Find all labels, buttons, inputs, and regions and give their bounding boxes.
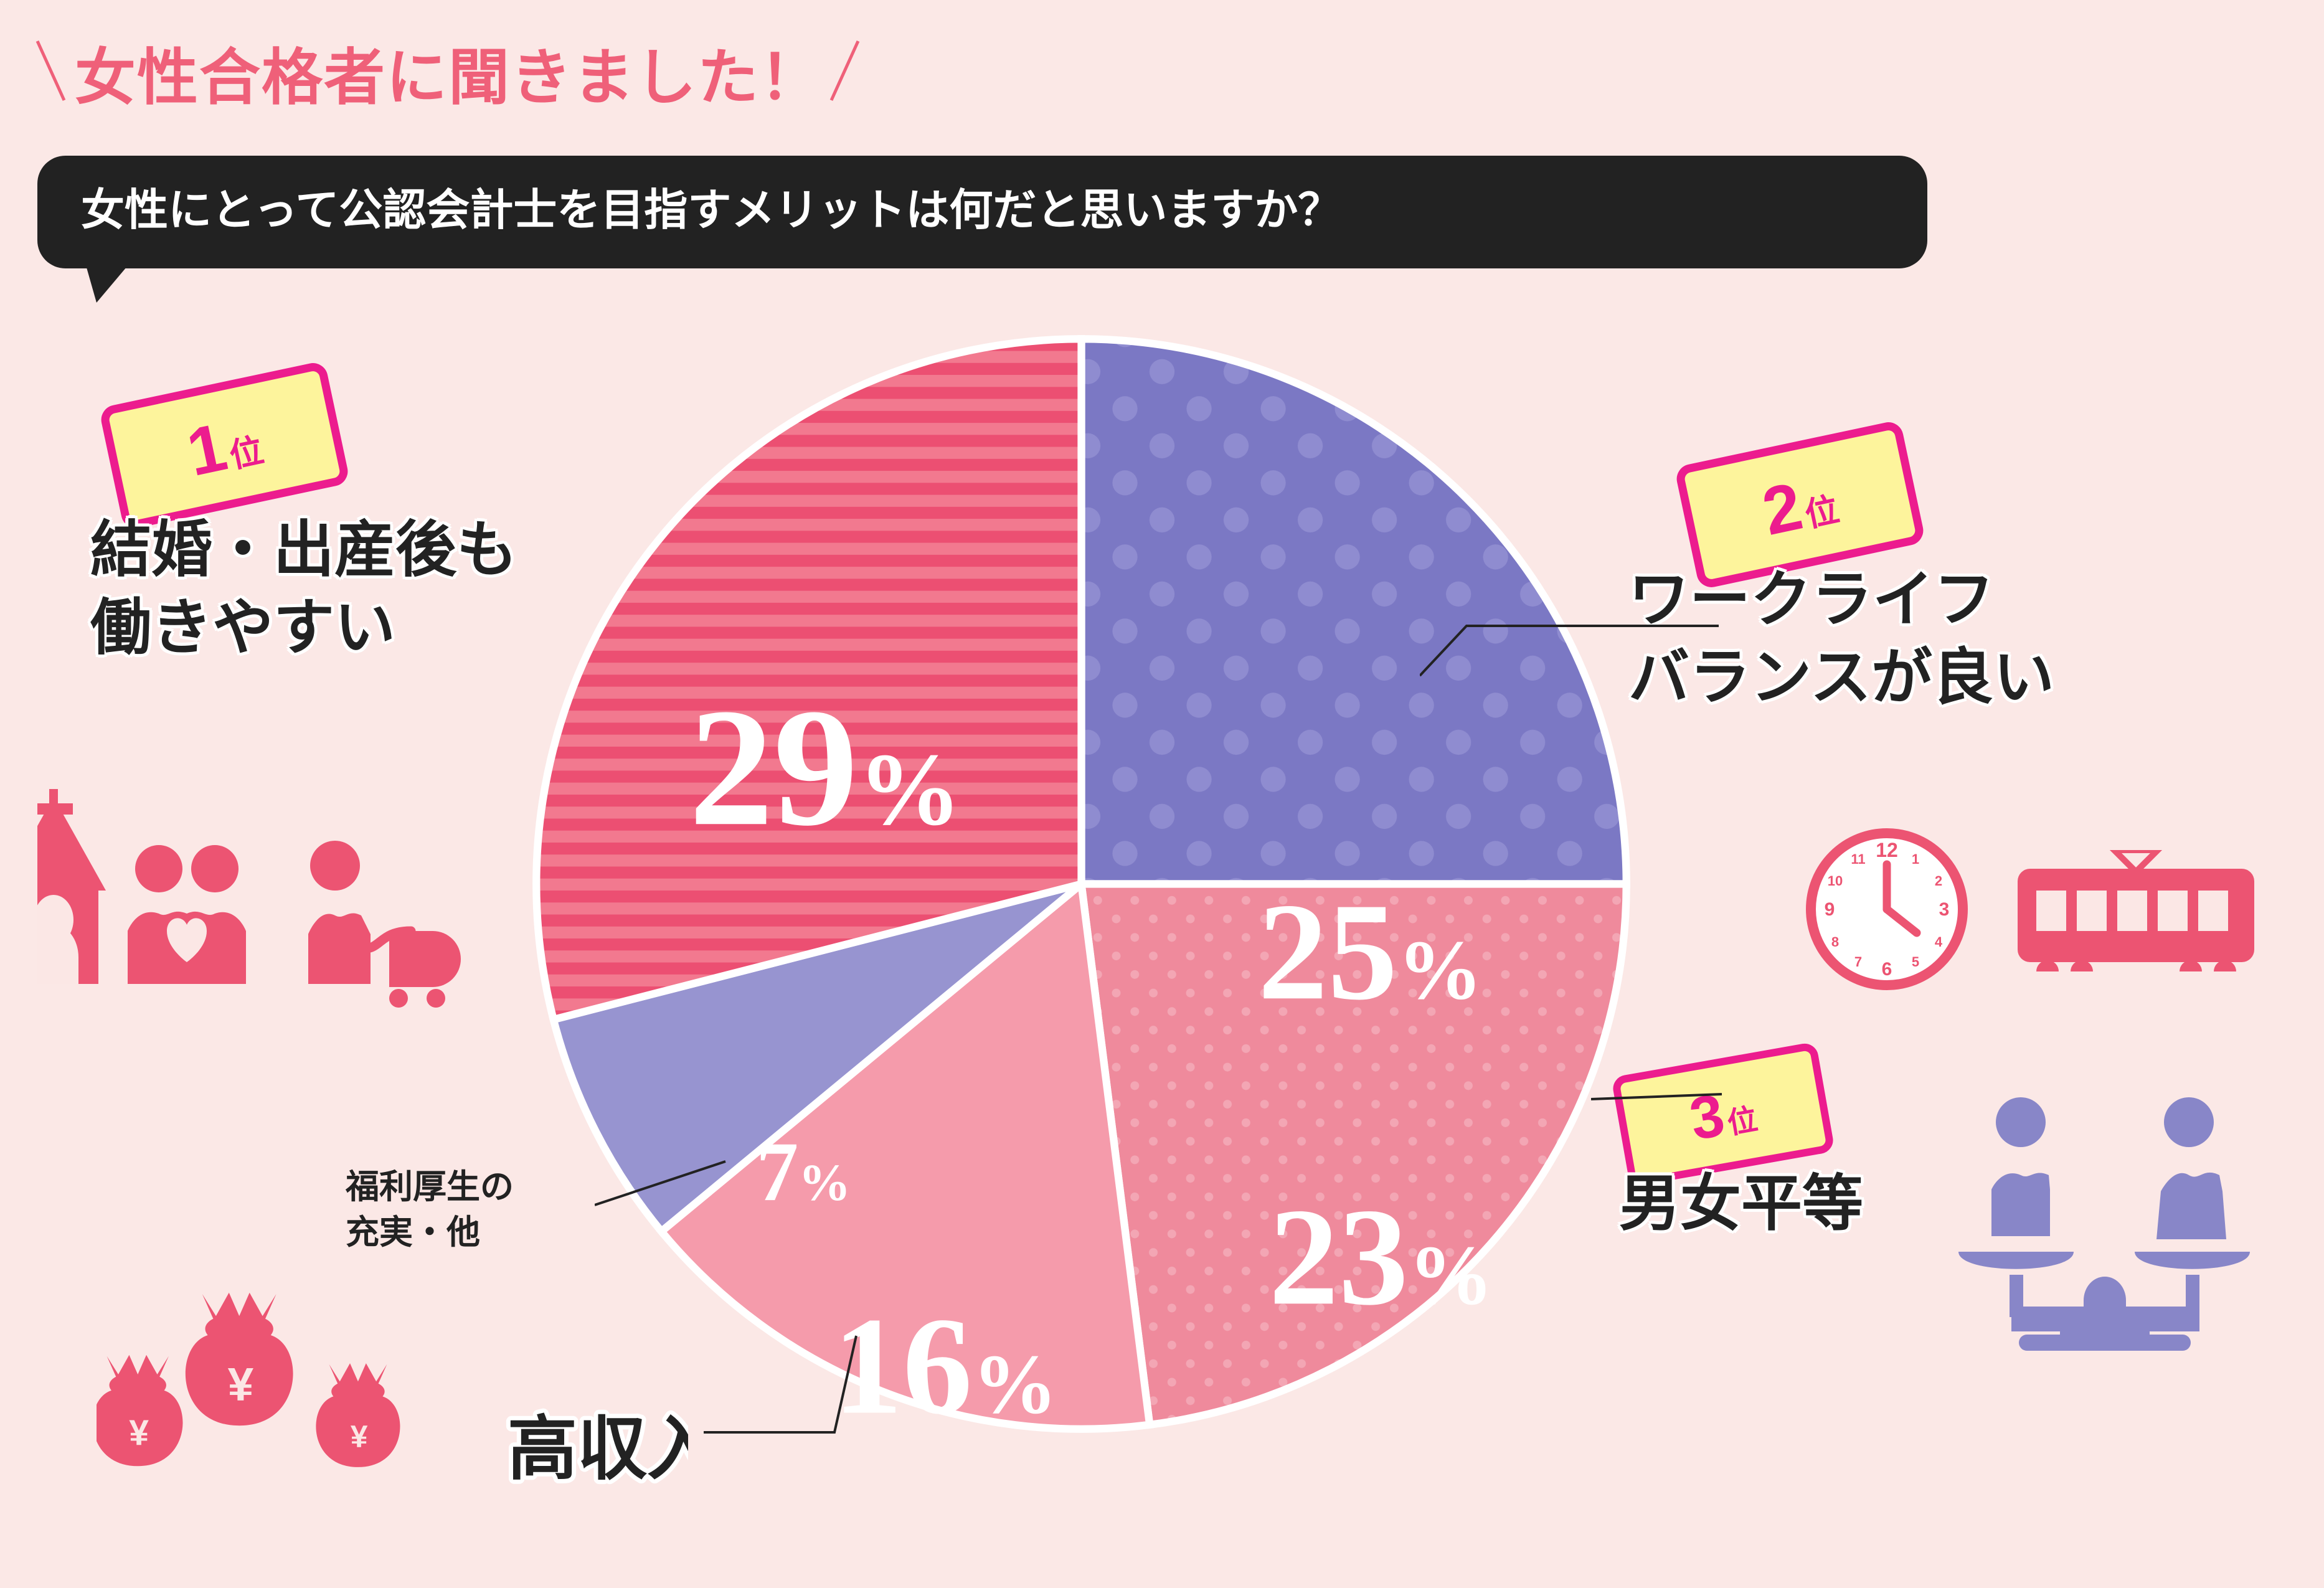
svg-text:¥: ¥ [351, 1419, 368, 1454]
svg-text:1: 1 [1912, 851, 1919, 867]
svg-text:5: 5 [1912, 954, 1919, 970]
svg-text:8: 8 [1831, 934, 1839, 950]
svg-text:10: 10 [1828, 873, 1843, 889]
svg-text:9: 9 [1825, 899, 1835, 920]
svg-text:6: 6 [1882, 959, 1892, 980]
svg-text:高収入: 高収入 [508, 1410, 688, 1488]
svg-text:11: 11 [1851, 851, 1865, 867]
svg-text:¥: ¥ [129, 1413, 149, 1453]
svg-text:4: 4 [1935, 934, 1943, 950]
svg-text:3: 3 [1939, 899, 1950, 920]
svg-text:12: 12 [1876, 839, 1898, 861]
svg-text:¥: ¥ [228, 1358, 254, 1411]
svg-text:2: 2 [1935, 873, 1942, 889]
svg-text:7: 7 [1854, 954, 1862, 970]
